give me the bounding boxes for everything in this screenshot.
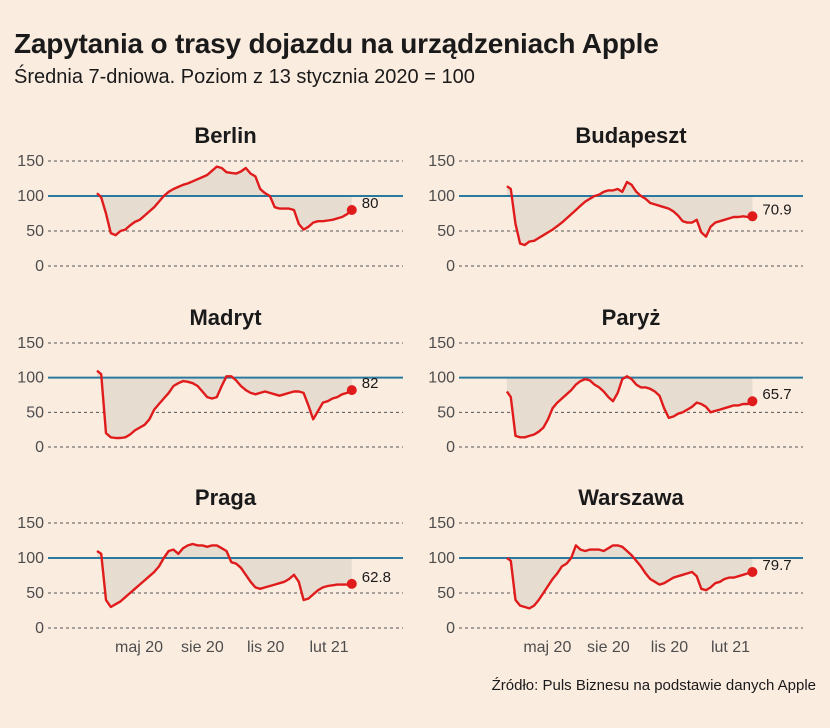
panel-title: Budapeszt	[575, 123, 687, 148]
end-value-label: 65.7	[762, 386, 791, 403]
panel-2: Budapeszt 0 50 100 150 70.9	[428, 123, 803, 275]
series-line	[506, 180, 753, 247]
panel-title: Madryt	[189, 305, 262, 330]
end-value-label: 82	[362, 375, 379, 392]
chart-title: Zapytania o trasy dojazdu na urządzeniac…	[14, 28, 659, 59]
chart-subtitle: Średnia 7-dniowa. Poziom z 13 stycznia 2…	[14, 66, 475, 88]
y-tick-label: 100	[17, 188, 44, 205]
y-tick-label: 100	[428, 370, 455, 387]
difference-area	[97, 166, 352, 236]
series-line	[96, 165, 353, 237]
panel-4: Paryż 0 50 100 150 65.7	[428, 305, 803, 456]
end-point	[346, 385, 357, 396]
series-line	[96, 542, 352, 609]
end-point	[346, 578, 357, 589]
x-tick-label: sie 20	[181, 639, 224, 656]
panel-title: Warszawa	[578, 485, 684, 510]
y-tick-label: 0	[446, 439, 455, 456]
y-tick-label: 150	[428, 153, 455, 170]
y-tick-label: 50	[437, 404, 455, 421]
x-tick-label: lut 21	[711, 639, 750, 656]
y-tick-label: 100	[17, 370, 44, 387]
source-note: Źródło: Puls Biznesu na podstawie danych…	[491, 677, 816, 694]
end-value-label: 70.9	[762, 201, 791, 218]
difference-area	[506, 182, 753, 245]
panel-6: Warszawa 0 50 100 150 79.7 maj 20 sie 20 lis 20 l…	[428, 485, 803, 656]
y-tick-label: 50	[26, 223, 44, 240]
difference-area	[97, 544, 352, 607]
panel-title: Praga	[195, 485, 257, 510]
y-tick-label: 0	[446, 258, 455, 275]
x-tick-label: lis 20	[651, 639, 688, 656]
y-tick-label: 150	[17, 515, 44, 532]
end-value-label: 79.7	[762, 557, 791, 574]
y-tick-label: 0	[35, 258, 44, 275]
x-tick-label: maj 20	[523, 639, 571, 656]
y-tick-label: 100	[17, 550, 44, 567]
y-tick-label: 0	[35, 439, 44, 456]
y-tick-label: 0	[35, 620, 44, 637]
end-point	[747, 211, 758, 222]
series-line	[505, 375, 754, 439]
y-tick-label: 100	[428, 550, 455, 567]
panel-title: Paryż	[602, 305, 661, 330]
end-point	[747, 396, 758, 407]
y-tick-label: 50	[26, 404, 44, 421]
y-tick-label: 50	[437, 223, 455, 240]
y-tick-label: 150	[17, 335, 44, 352]
end-value-label: 62.8	[362, 569, 391, 586]
panel-3: Madryt 0 50 100 150 82	[17, 305, 403, 456]
end-point	[346, 205, 357, 215]
y-tick-label: 100	[428, 188, 455, 205]
panel-title: Berlin	[194, 123, 256, 148]
y-tick-label: 150	[428, 335, 455, 352]
x-tick-label: maj 20	[115, 639, 163, 656]
y-tick-label: 150	[428, 515, 455, 532]
panel-5: Praga 0 50 100 150 62.8 maj 20 sie 20 lis 20 lut …	[17, 485, 403, 656]
y-tick-label: 50	[437, 585, 455, 602]
end-value-label: 80	[362, 195, 379, 212]
y-tick-label: 0	[446, 620, 455, 637]
y-tick-label: 150	[17, 153, 44, 170]
series-line	[506, 544, 753, 610]
end-point	[747, 567, 758, 577]
y-tick-label: 50	[26, 585, 44, 602]
x-tick-label: sie 20	[587, 639, 630, 656]
x-tick-label: lut 21	[309, 639, 348, 656]
difference-area	[97, 370, 352, 438]
panel-1: Berlin 0 50 100 150 80	[17, 123, 403, 275]
series-line	[96, 369, 353, 440]
x-tick-label: lis 20	[247, 639, 284, 656]
